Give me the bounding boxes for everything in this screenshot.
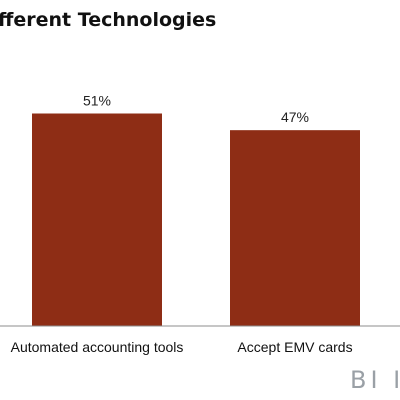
data-label-0: 51% [83, 93, 111, 109]
data-label-1: 47% [281, 109, 309, 125]
category-label-0: Automated accounting tools [11, 339, 184, 355]
watermark-logo: BI II [350, 366, 400, 394]
labels-layer: 51% Automated accounting tools 47% Accept E… [11, 93, 353, 356]
category-label-1: Accept EMV cards [237, 339, 352, 355]
bar-0 [32, 113, 162, 326]
bar-1 [230, 130, 360, 326]
bars-layer [32, 113, 360, 326]
chart-title: fferent Technologies [0, 9, 216, 31]
